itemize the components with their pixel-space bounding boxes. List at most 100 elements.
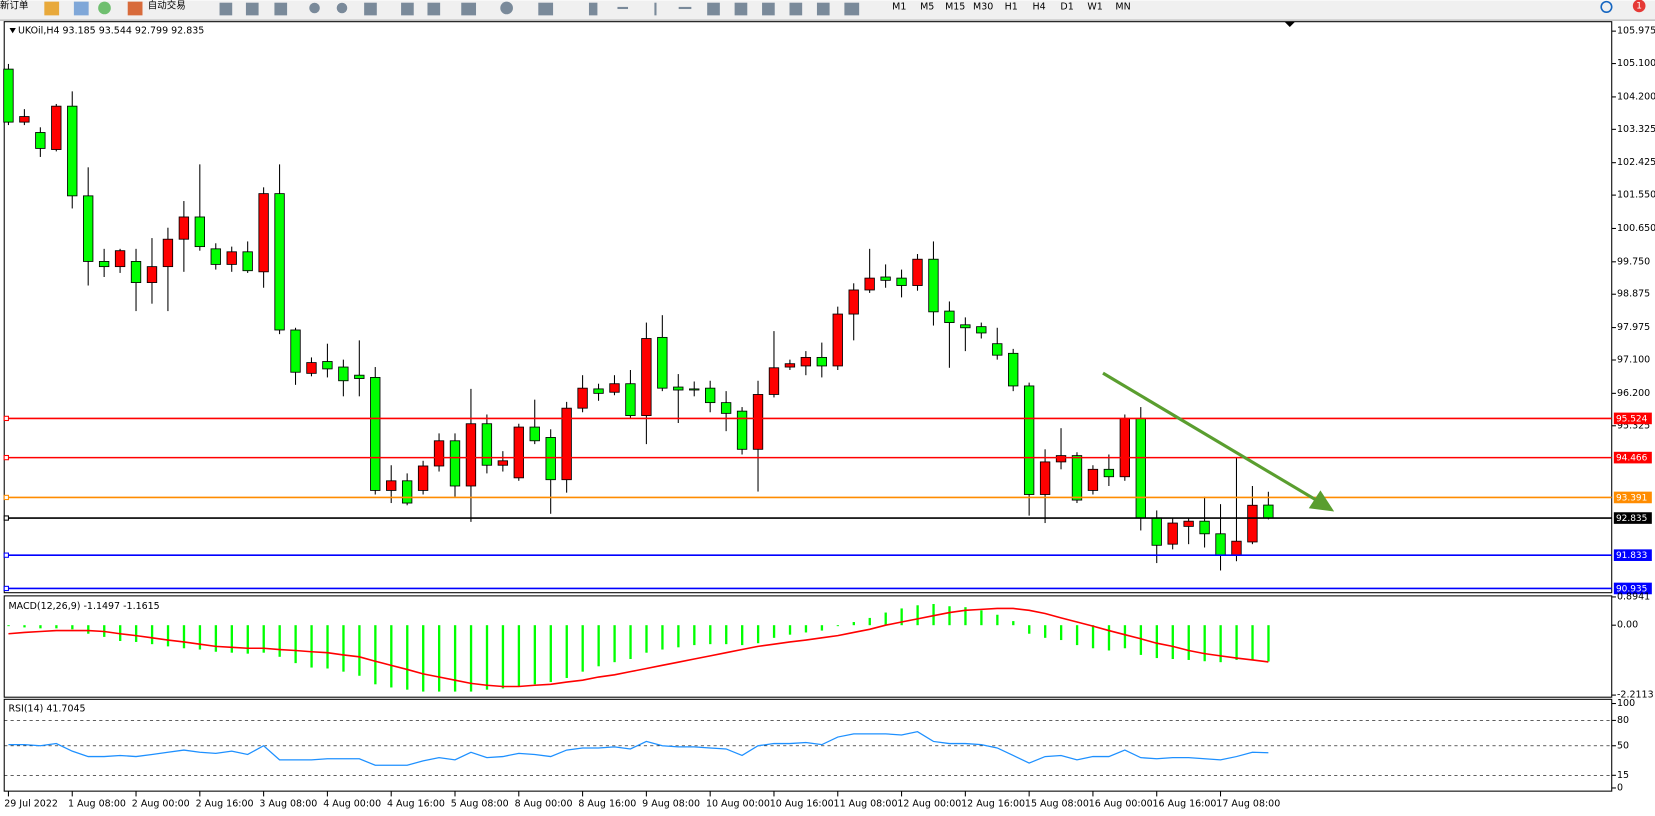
candle-body — [768, 367, 780, 395]
y-tick-label: 102.425 — [1617, 157, 1655, 168]
macd-histogram-bar — [7, 625, 10, 627]
macd-histogram-bar — [565, 625, 568, 678]
timeframe-button[interactable]: H1 — [1005, 1, 1018, 12]
candle-body — [1167, 522, 1178, 545]
price-tag — [1613, 412, 1652, 425]
macd-histogram-bar — [469, 625, 473, 692]
search-icon[interactable] — [1600, 0, 1613, 13]
notification-badge[interactable] — [1632, 0, 1646, 13]
x-tick-label: 15 Aug 08:00 — [1025, 798, 1089, 809]
timeframes: M1 M5 M15 M30 H1 H4 D1 W1 MN — [892, 1, 1131, 12]
macd-histogram-bar — [788, 625, 792, 635]
icon[interactable] — [127, 1, 143, 16]
candle-body — [752, 394, 764, 450]
price-line-handle — [3, 415, 9, 422]
trend-arrowhead — [1308, 490, 1335, 512]
auto-trading-button[interactable]: 自动交易 — [148, 0, 186, 11]
candle-body — [35, 132, 46, 149]
macd-histogram-bar — [453, 625, 457, 692]
macd-histogram-bar — [804, 625, 808, 633]
macd-histogram-bar — [422, 625, 425, 692]
macd-histogram-bar — [1219, 625, 1222, 663]
candle-body — [1199, 520, 1210, 535]
x-tick-label: 16 Aug 00:00 — [1089, 798, 1153, 809]
candle-body — [1023, 385, 1035, 495]
x-axis: 29 Jul 2022 1 Aug 08:00 2 Aug 00:00 2 Aug 1… — [4, 791, 1280, 809]
macd-histogram-bar — [772, 625, 776, 638]
candle-body — [83, 195, 94, 262]
y-tick-label: 98.875 — [1617, 289, 1650, 300]
candle-body — [146, 266, 158, 283]
candle-body — [19, 116, 30, 123]
x-tick-label: 4 Aug 00:00 — [323, 798, 381, 809]
y-tick-label: 104.200 — [1617, 91, 1655, 102]
x-tick-label: 12 Aug 00:00 — [897, 798, 961, 809]
macd-histogram-bar — [294, 625, 297, 664]
price-tag-label: 92.835 — [1616, 514, 1647, 524]
timeframe-button[interactable]: M1 — [892, 1, 906, 12]
macd-histogram-bar — [390, 625, 393, 688]
candle-body — [1247, 504, 1258, 543]
icon[interactable] — [98, 1, 111, 15]
timeframe-button[interactable]: M15 — [945, 1, 965, 12]
macd-histogram-bar — [150, 625, 154, 645]
candle-body — [912, 258, 923, 286]
timeframe-button[interactable]: W1 — [1087, 1, 1102, 12]
candle-body — [1135, 418, 1146, 519]
macd-histogram-bar — [661, 625, 664, 650]
macd-histogram-bar — [198, 625, 202, 650]
macd-histogram-bar — [55, 625, 58, 629]
new-order-button[interactable]: 新订单 — [0, 0, 28, 11]
macd-histogram-bar — [741, 625, 744, 646]
y-tick-label: 50 — [1617, 740, 1629, 751]
macd-histogram-bar — [134, 625, 138, 642]
x-tick-label: 17 Aug 08:00 — [1216, 798, 1280, 809]
toolbar-icons[interactable] — [219, 1, 860, 16]
timeframe-button[interactable]: M5 — [920, 1, 934, 12]
candle-body — [657, 336, 668, 389]
macd-histogram-bar — [836, 625, 840, 627]
macd-histogram-bar — [342, 625, 345, 672]
candle-body — [992, 343, 1003, 356]
candle-body — [673, 386, 684, 391]
x-tick-label: 3 Aug 08:00 — [259, 798, 317, 809]
x-tick-label: 12 Aug 16:00 — [961, 798, 1025, 809]
y-tick-label: 0.00 — [1617, 620, 1638, 631]
macd-histogram-bar — [39, 625, 42, 629]
candle-body — [51, 105, 62, 150]
icon[interactable] — [73, 1, 89, 16]
x-tick-label: 4 Aug 16:00 — [387, 798, 445, 809]
icon[interactable] — [44, 1, 60, 16]
chart-shift-marker[interactable] — [1284, 21, 1296, 27]
candle-body — [1183, 520, 1194, 527]
candle-body — [641, 338, 652, 417]
price-tag — [1613, 549, 1652, 561]
main-chart: 105.975 105.100 104.200 103.325 102.425 101.5… — [3, 26, 1655, 594]
timeframe-button[interactable]: MN — [1115, 1, 1130, 12]
macd-histogram-bar — [1012, 621, 1015, 626]
y-tick-label: 100 — [1617, 698, 1635, 709]
candle-body — [896, 277, 907, 286]
macd-histogram-bar — [1059, 625, 1063, 641]
candle-body — [130, 261, 142, 283]
y-tick-label: 95.325 — [1617, 420, 1650, 431]
macd-histogram-bar — [166, 625, 170, 647]
price-line-handle — [3, 552, 9, 558]
timeframe-button[interactable]: H4 — [1033, 1, 1046, 12]
price-tag-label: 91.833 — [1616, 551, 1647, 561]
price-line-handle — [3, 515, 9, 521]
macd-histogram-bar — [533, 625, 537, 685]
candle-body — [178, 216, 190, 240]
candle-body — [960, 324, 971, 329]
macd-histogram-bar — [262, 625, 265, 653]
y-tick-label: 96.200 — [1617, 388, 1650, 399]
macd-histogram-bar — [230, 625, 233, 653]
candle-body — [689, 388, 700, 391]
timeframe-button[interactable]: M30 — [973, 1, 993, 12]
timeframe-button[interactable]: D1 — [1060, 1, 1073, 12]
macd-histogram-bar — [214, 625, 218, 652]
candle-body — [880, 276, 891, 281]
candle-body — [433, 440, 445, 467]
rsi-title: RSI(14) 41.7045 — [8, 703, 85, 714]
